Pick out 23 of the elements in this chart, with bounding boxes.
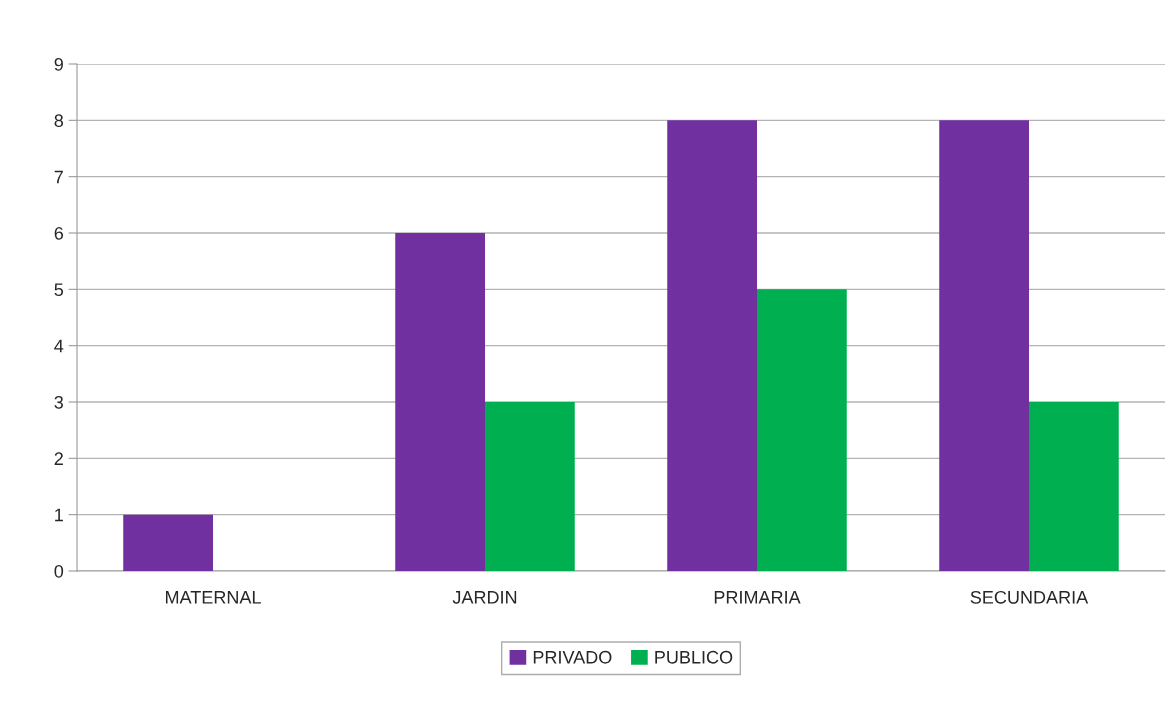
y-tick-label: 3 (54, 395, 64, 409)
y-tick-label: 0 (54, 564, 64, 578)
x-tick-label: MATERNAL (165, 591, 261, 604)
y-tick-label: 1 (55, 508, 63, 522)
y-tick-label: 2 (54, 452, 63, 465)
y-tick-label: 9 (54, 57, 63, 71)
y-tick-label: 6 (54, 226, 64, 240)
bar (939, 120, 1029, 571)
y-tick-label: 8 (54, 114, 64, 128)
bar (123, 514, 213, 571)
legend-label: PUBLICO (655, 650, 733, 664)
y-tick-label: 5 (54, 283, 64, 297)
bar (1029, 402, 1119, 571)
bar (395, 233, 485, 571)
bar (485, 402, 575, 571)
y-tick-label: 4 (54, 339, 64, 353)
bar (667, 120, 757, 571)
bar (757, 289, 847, 571)
x-tick-label: PRIMARIA (714, 591, 801, 604)
y-tick-label: 7 (54, 170, 63, 184)
x-tick-label: JARDIN (452, 591, 517, 604)
x-tick-label: SECUNDARIA (970, 590, 1089, 604)
legend-label: PRIVADO (533, 650, 612, 664)
